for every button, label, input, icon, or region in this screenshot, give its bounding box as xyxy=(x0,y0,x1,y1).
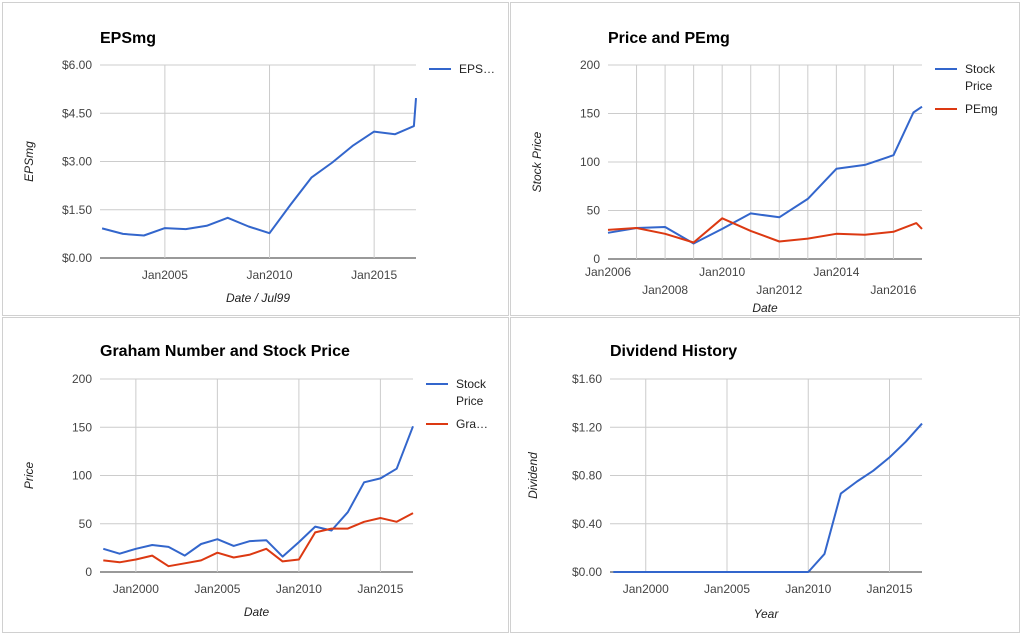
graham-chart-panel: Graham Number and Stock Price 0 50 100 150 20… xyxy=(2,317,509,633)
graham-chart: Graham Number and Stock Price 0 50 100 150 20… xyxy=(22,343,488,619)
series-line xyxy=(103,512,414,568)
y-tick-label: 200 xyxy=(580,58,600,72)
y-tick-label: 150 xyxy=(580,107,600,121)
y-tick-label: $1.20 xyxy=(572,420,602,434)
y-tick-label: $0.40 xyxy=(572,517,602,531)
y-tick-label: $4.50 xyxy=(62,106,92,120)
x-tick-label: Jan2005 xyxy=(194,582,240,596)
x-tick-label: Jan2005 xyxy=(142,268,188,282)
legend-label: PEmg xyxy=(965,102,998,116)
x-axis-label: Date xyxy=(244,605,270,619)
series-line xyxy=(607,217,923,244)
legend-label: Stock Price xyxy=(965,62,996,93)
x-tick-label: Jan2006 xyxy=(585,265,631,279)
x-tick-label: Jan2016 xyxy=(870,283,916,297)
price-pe-chart-panel: Price and PEmg 0 50 100 150 200 Jan2006 Jan2008… xyxy=(510,2,1020,316)
x-tick-label: Jan2000 xyxy=(623,582,669,596)
series-line xyxy=(103,425,414,558)
eps-chart-panel: EPSmg $0.00 $1.50 $3.00 $4.50 $6.00 Jan2005 Jan… xyxy=(2,2,509,316)
y-tick-label: $6.00 xyxy=(62,58,92,72)
y-tick-label: 100 xyxy=(72,469,92,483)
series-line xyxy=(613,422,923,573)
x-tick-label: Jan2010 xyxy=(276,582,322,596)
y-tick-label: $1.50 xyxy=(62,203,92,217)
x-axis-label: Year xyxy=(754,607,780,621)
legend-label: Stock Price xyxy=(456,377,487,408)
series-line xyxy=(101,98,417,237)
y-tick-label: 0 xyxy=(593,252,600,266)
y-tick-label: 150 xyxy=(72,420,92,434)
y-axis-label: Stock Price xyxy=(530,131,544,192)
y-tick-label: 200 xyxy=(72,372,92,386)
y-tick-label: 50 xyxy=(79,517,93,531)
x-tick-label: Jan2014 xyxy=(813,265,859,279)
y-tick-label: 0 xyxy=(85,565,92,579)
dividend-chart: Dividend History $0.00 $0.40 $0.80 $1.20 $1.6… xyxy=(526,343,923,621)
dividend-chart-panel: Dividend History $0.00 $0.40 $0.80 $1.20 $1.6… xyxy=(510,317,1020,633)
x-tick-label: Jan2012 xyxy=(756,283,802,297)
y-axis-label: Dividend xyxy=(526,452,540,499)
chart-title: Price and PEmg xyxy=(608,30,730,47)
x-axis-label: Date xyxy=(752,301,778,315)
x-tick-label: Jan2008 xyxy=(642,283,688,297)
x-tick-label: Jan2005 xyxy=(704,582,750,596)
y-tick-label: $1.60 xyxy=(572,372,602,386)
y-axis-label: Price xyxy=(22,462,36,490)
y-tick-label: $3.00 xyxy=(62,155,92,169)
x-tick-label: Jan2015 xyxy=(357,582,403,596)
y-tick-label: $0.80 xyxy=(572,469,602,483)
y-tick-label: 100 xyxy=(580,155,600,169)
y-tick-label: 50 xyxy=(587,204,601,218)
x-tick-label: Jan2000 xyxy=(113,582,159,596)
x-axis-label: Date / Jul99 xyxy=(226,291,290,305)
x-tick-label: Jan2010 xyxy=(699,265,745,279)
x-tick-label: Jan2015 xyxy=(866,582,912,596)
x-tick-label: Jan2010 xyxy=(246,268,292,282)
eps-chart: EPSmg $0.00 $1.50 $3.00 $4.50 $6.00 Jan2005 Jan… xyxy=(22,30,495,305)
legend-label: EPS… xyxy=(459,62,495,76)
y-tick-label: $0.00 xyxy=(572,565,602,579)
x-tick-label: Jan2010 xyxy=(785,582,831,596)
chart-title: Dividend History xyxy=(610,343,737,360)
y-axis-label: EPSmg xyxy=(22,141,36,182)
series-line xyxy=(607,105,923,245)
legend-label: Gra… xyxy=(456,417,488,431)
price-pe-chart: Price and PEmg 0 50 100 150 200 Jan2006 Jan2008… xyxy=(530,30,998,315)
x-tick-label: Jan2015 xyxy=(351,268,397,282)
chart-title: EPSmg xyxy=(100,30,156,47)
chart-title: Graham Number and Stock Price xyxy=(100,343,350,360)
y-tick-label: $0.00 xyxy=(62,251,92,265)
